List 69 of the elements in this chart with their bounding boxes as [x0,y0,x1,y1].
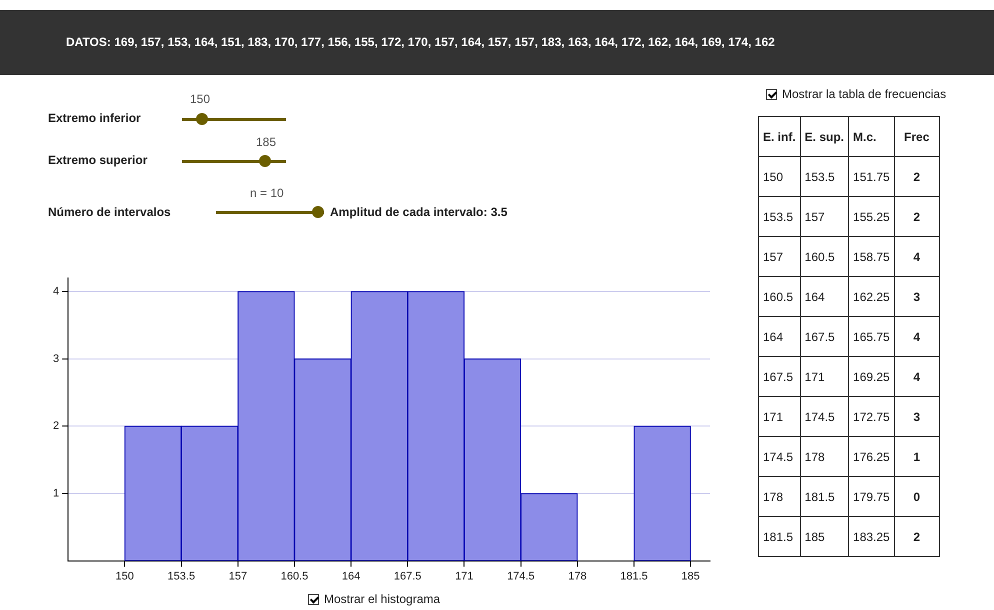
text: Número de intervalos [48,205,171,219]
text: 172.75 [848,396,894,436]
text: 167.5 [800,316,849,356]
text: 179.75 [848,476,894,516]
text: 160.5 [800,236,849,276]
text: 176.25 [848,436,894,476]
y-tick-label: 1 [52,488,60,500]
y-tick-label: 3 [52,352,60,365]
text: 183.25 [848,516,894,556]
text: 174.5 [758,436,800,476]
text: 185 [800,516,849,556]
text: 150 [190,92,210,106]
x-tick-label: 153.5 [168,570,196,582]
y-tick-label: 4 [52,286,60,298]
text: 171 [800,356,849,396]
text: 150 [758,156,800,196]
text: 181.5 [800,476,849,516]
text: DATOS: 169, 157, 153, 164, 151, 183, 170, 177, 156, 155, 172, 170, 157, 164, 157, 157, 183, 163, 164, 172, 162, 164, 169, 174, 162 [0,10,994,75]
text: 157 [800,196,849,236]
x-tick-label: 164 [342,570,360,582]
text: 155.25 [848,196,894,236]
text: 169.25 [848,356,894,396]
text: 171 [758,396,800,436]
text: n = 10 [250,186,284,200]
text: 2 [894,156,940,196]
x-tick-label: 174.5 [507,570,535,582]
text: E. inf. [758,116,800,156]
text: Extremo inferior [48,111,141,125]
text: 185 [256,135,276,149]
text: 3 [894,396,940,436]
x-tick-label: 150 [116,570,134,582]
x-tick-label: 178 [568,570,587,582]
text: 4 [894,356,940,396]
text: 181.5 [758,516,800,556]
text: 0 [894,476,940,516]
text: 164 [800,276,849,316]
x-tick-label: 167.5 [394,570,422,582]
text: Extremo superior [48,153,148,167]
text: 151.75 [848,156,894,196]
x-tick-label: 160.5 [280,570,308,582]
text: 174.5 [800,396,849,436]
x-tick-label: 185 [681,570,700,582]
x-tick-label: 181.5 [620,570,648,582]
text: 162.25 [848,276,894,316]
text: 167.5 [758,356,800,396]
text: Frec [894,116,940,156]
text: 1 [894,436,940,476]
text: Mostrar el histograma [324,592,440,606]
text: 2 [894,196,940,236]
text: 165.75 [848,316,894,356]
text: 164 [758,316,800,356]
text: M.c. [848,116,894,156]
text: Mostrar la tabla de frecuencias [782,87,946,101]
text: Amplitud de cada intervalo: 3.5 [330,205,508,219]
text: 2 [894,516,940,556]
text: 157 [758,236,800,276]
text: 158.75 [848,236,894,276]
text: 4 [894,236,940,276]
text: 178 [758,476,800,516]
y-tick-label: 2 [52,420,60,432]
x-tick-label: 157 [228,570,248,582]
x-tick-label: 171 [455,570,474,582]
text: 178 [800,436,849,476]
text: 160.5 [758,276,800,316]
text: 3 [894,276,940,316]
text: 4 [894,316,940,356]
text: 153.5 [758,196,800,236]
text: 153.5 [800,156,849,196]
text: E. sup. [800,116,849,156]
